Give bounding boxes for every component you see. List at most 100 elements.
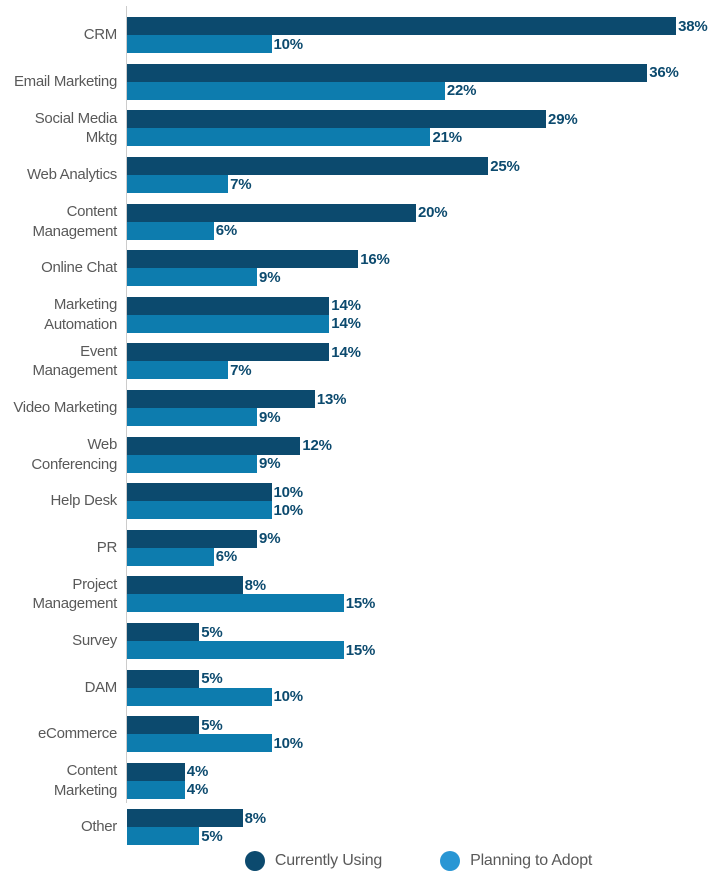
bar-currently-using [127, 529, 258, 548]
category-label: Project Management [32, 575, 117, 613]
bar-line: 5% [127, 623, 375, 642]
currently-using-dot-icon [244, 850, 265, 871]
chart-row: Other 8% 5% [0, 804, 710, 851]
value-label-planning-to-adopt: 9% [259, 455, 281, 473]
bar-line: 5% [127, 669, 303, 688]
bar-planning-to-adopt [127, 35, 272, 54]
bar-currently-using [127, 483, 272, 502]
value-label-planning-to-adopt: 10% [273, 734, 304, 752]
bar-line: 9% [127, 529, 281, 548]
category-label: DAM [84, 678, 118, 696]
bar-group: 25% 7% [122, 157, 520, 194]
bar-line: 10% [127, 734, 304, 753]
value-label-planning-to-adopt: 15% [345, 641, 376, 659]
value-label-planning-to-adopt: 10% [273, 501, 304, 519]
bar-group: 5% 10% [122, 716, 304, 753]
chart-rows: CRM 38% 10% Email Marketing 36% 22% Social Med… [0, 12, 710, 851]
value-label-currently-using: 12% [302, 437, 332, 455]
bar-line: 5% [127, 716, 303, 735]
bar-line: 10% [127, 687, 304, 706]
category-label: Marketing Automation [44, 296, 117, 333]
bar-line: 14% [127, 343, 361, 362]
bar-group: 10% 10% [122, 483, 304, 520]
value-label-planning-to-adopt: 6% [215, 548, 237, 566]
value-label-currently-using: 8% [244, 576, 266, 594]
value-label-planning-to-adopt: 4% [186, 781, 209, 799]
bar-currently-using [127, 716, 200, 735]
category-label: Social Media Mktg [34, 109, 118, 147]
chart-row: Online Chat 16% 9% [0, 245, 710, 292]
legend-label: Planning to Adopt [470, 851, 593, 869]
chart-row: Event Management 14% 7% [0, 338, 710, 385]
category-label: Web Conferencing [31, 435, 117, 473]
bar-planning-to-adopt [127, 687, 272, 706]
bar-line: 9% [127, 408, 346, 427]
value-label-currently-using: 14% [331, 297, 361, 315]
bar-planning-to-adopt [127, 314, 330, 333]
bar-group: 14% 14% [122, 296, 361, 333]
bar-planning-to-adopt [127, 827, 200, 846]
bar-line: 8% [127, 809, 266, 828]
bar-line: 14% [127, 314, 361, 333]
bar-currently-using [127, 157, 489, 176]
bar-group: 8% 5% [122, 809, 266, 846]
category-label: Content Management [32, 202, 117, 240]
value-label-currently-using: 5% [201, 623, 223, 641]
value-label-currently-using: 5% [201, 670, 223, 688]
chart-row: CRM 38% 10% [0, 12, 710, 59]
chart-row: Email Marketing 36% 22% [0, 59, 710, 106]
bar-line: 10% [127, 35, 708, 54]
value-label-planning-to-adopt: 9% [259, 268, 281, 286]
bar-planning-to-adopt [127, 361, 229, 380]
value-label-planning-to-adopt: 15% [345, 594, 376, 612]
bar-line: 29% [127, 110, 578, 129]
legend-label: Currently Using [274, 851, 383, 869]
bar-planning-to-adopt [127, 175, 229, 194]
category-label: eCommerce [38, 725, 117, 743]
value-label-currently-using: 14% [331, 343, 361, 361]
bar-planning-to-adopt [127, 501, 272, 520]
bar-line: 5% [127, 827, 266, 846]
y-axis-line [126, 6, 127, 803]
bar-planning-to-adopt [127, 408, 258, 427]
value-label-currently-using: 16% [360, 250, 390, 268]
category-label: PR [96, 538, 118, 556]
value-label-planning-to-adopt: 10% [273, 35, 304, 53]
bar-line: 6% [127, 547, 280, 566]
bar-planning-to-adopt [127, 641, 344, 660]
bar-currently-using [127, 296, 330, 315]
bar-group: 8% 15% [122, 576, 376, 613]
value-label-planning-to-adopt: 6% [215, 222, 237, 240]
bar-line: 36% [127, 63, 679, 82]
value-label-planning-to-adopt: 10% [273, 688, 304, 706]
chart-row: Web Conferencing 12% 9% [0, 431, 710, 478]
bar-planning-to-adopt [127, 547, 214, 566]
category-label: Other [80, 818, 117, 836]
chart-row: PR 9% 6% [0, 525, 710, 572]
bar-line: 4% [127, 762, 208, 781]
planning-to-adopt-dot-icon [440, 850, 461, 871]
value-label-planning-to-adopt: 5% [201, 827, 223, 845]
bar-group: 5% 10% [122, 669, 304, 706]
value-label-currently-using: 25% [490, 157, 520, 175]
bar-line: 7% [127, 361, 361, 380]
bar-line: 38% [127, 17, 708, 36]
chart-row: Content Management 20% 6% [0, 198, 710, 245]
value-label-currently-using: 29% [548, 110, 578, 128]
bar-line: 4% [127, 780, 209, 799]
bar-group: 36% 22% [122, 63, 679, 100]
bar-group: 14% 7% [122, 343, 361, 380]
chart-row: Help Desk 10% 10% [0, 478, 710, 525]
value-label-currently-using: 9% [259, 530, 281, 548]
value-label-planning-to-adopt: 9% [259, 408, 281, 426]
bar-currently-using [127, 343, 330, 362]
bar-currently-using [127, 762, 185, 781]
bar-group: 38% 10% [122, 17, 708, 54]
bar-planning-to-adopt [127, 128, 431, 147]
chart-row: Marketing Automation 14% 14% [0, 292, 710, 339]
legend-item-planning-to-adopt: Planning to Adopt [440, 850, 593, 871]
bar-planning-to-adopt [127, 268, 258, 287]
value-label-currently-using: 13% [316, 390, 347, 408]
bar-line: 6% [127, 221, 447, 240]
